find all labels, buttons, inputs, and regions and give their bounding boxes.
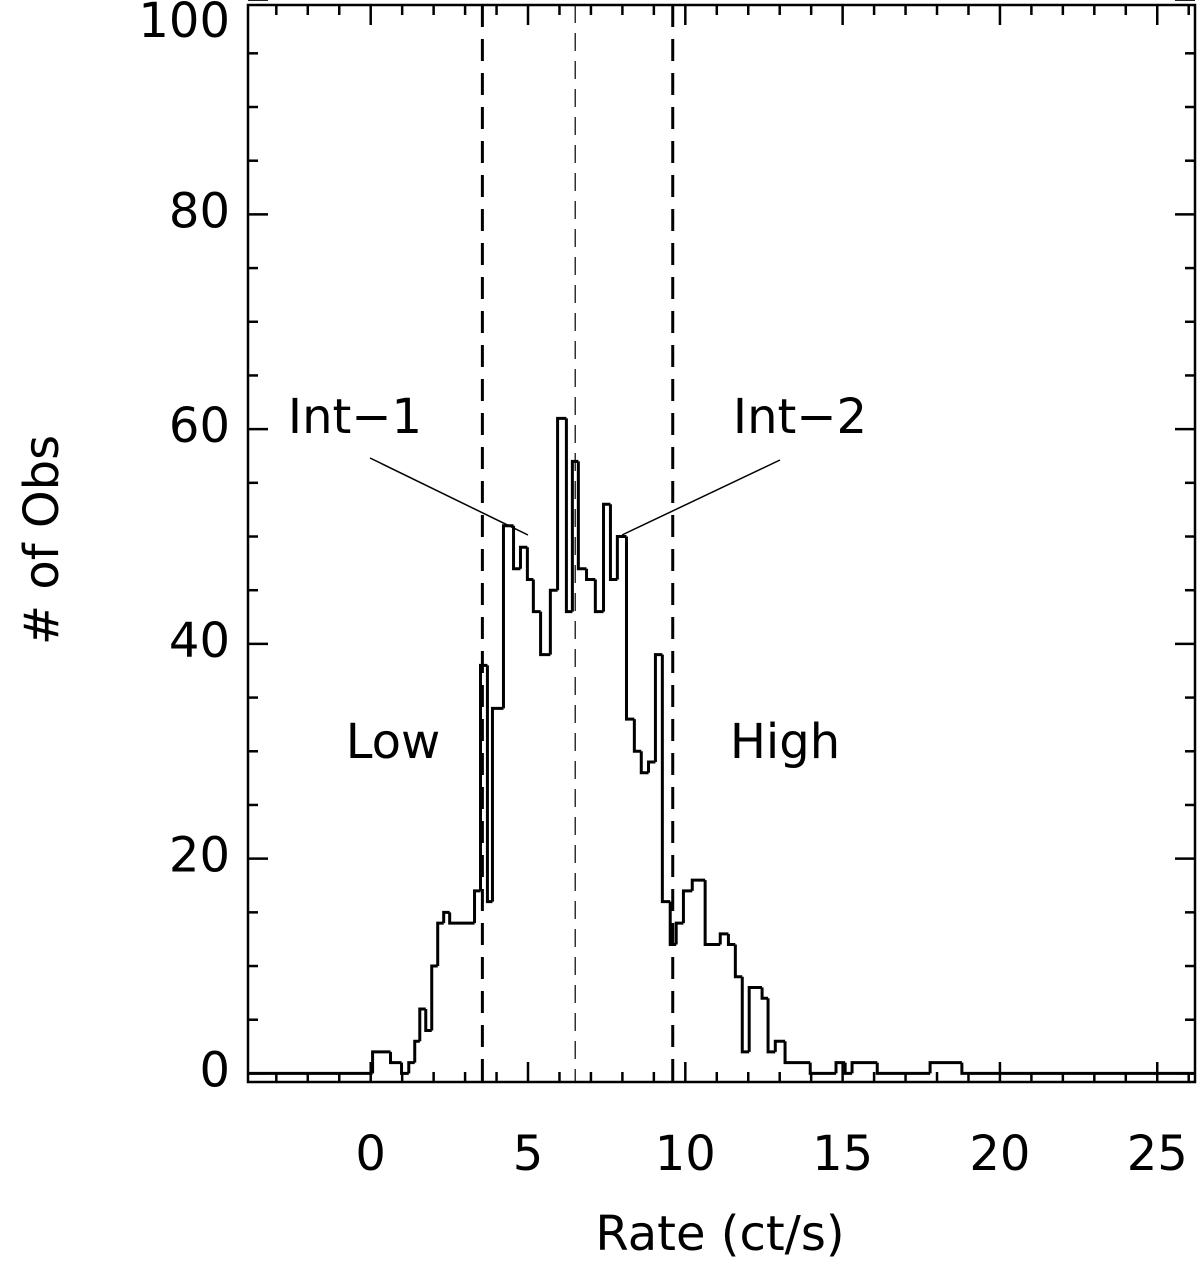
histogram-step — [593, 579, 604, 614]
histogram-step — [539, 611, 551, 657]
x-tick-label: 5 — [513, 1126, 544, 1182]
histogram-step — [647, 760, 656, 773]
histogram-step — [960, 1062, 1195, 1075]
annotation: High — [730, 714, 840, 770]
y-tick-label: 60 — [169, 398, 230, 454]
histogram-step — [674, 921, 684, 945]
histogram-step — [760, 987, 769, 1000]
histogram-step — [783, 1041, 811, 1065]
y-tick-label: 40 — [169, 613, 230, 669]
histogram-step — [808, 1062, 837, 1075]
histogram-step — [703, 880, 721, 947]
histogram-step — [733, 944, 743, 979]
annotation-leader — [369, 457, 529, 536]
histogram-step — [564, 418, 573, 614]
histogram-step — [602, 502, 611, 612]
histogram-step — [473, 889, 481, 924]
histogram-step — [448, 912, 475, 925]
histogram-step — [843, 1062, 853, 1075]
y-tick-label: 0 — [199, 1042, 230, 1098]
x-axis-label: Rate (ct/s) — [595, 1206, 844, 1262]
histogram-step — [624, 536, 635, 721]
annotation: Int−2 — [733, 389, 867, 445]
histogram-step — [653, 653, 663, 763]
histogram-step — [485, 665, 493, 904]
histogram-step — [660, 654, 671, 904]
y-tick-label: 80 — [169, 183, 230, 239]
histogram-step — [490, 706, 504, 902]
histogram-step — [834, 1061, 846, 1074]
histogram-step — [615, 535, 627, 580]
histogram-step — [436, 921, 444, 967]
histogram-step — [442, 910, 450, 924]
histogram-step — [718, 932, 729, 945]
histogram-step — [875, 1062, 931, 1075]
histogram-step — [424, 1008, 432, 1032]
histogram-step — [418, 1007, 426, 1042]
histogram-step — [585, 568, 596, 581]
histogram-step — [556, 416, 567, 591]
histogram-step — [766, 998, 776, 1054]
histogram-step — [740, 976, 750, 1054]
histogram-step — [371, 1050, 391, 1074]
histogram-step — [576, 461, 587, 571]
annotation: Low — [346, 714, 441, 770]
x-tick-label: 0 — [355, 1126, 386, 1182]
histogram-step — [400, 1062, 409, 1075]
histogram-step — [726, 933, 736, 947]
x-tick-label: 20 — [969, 1126, 1030, 1182]
histogram-step — [548, 588, 558, 655]
y-tick-label: 100 — [138, 0, 230, 49]
histogram-step — [608, 504, 618, 581]
histogram-step — [747, 986, 763, 1052]
plot-frame — [246, 3, 1197, 1084]
histogram-step — [690, 878, 706, 891]
histogram-step — [525, 547, 534, 581]
histogram-step — [531, 579, 541, 614]
x-tick-label: 25 — [1127, 1126, 1188, 1182]
x-tick-label: 15 — [812, 1126, 873, 1182]
histogram-step — [413, 1039, 420, 1063]
histogram-step — [681, 889, 693, 924]
histogram-step — [632, 719, 642, 753]
histogram-step — [389, 1051, 402, 1065]
histogram-step — [928, 1061, 962, 1074]
histogram-step — [430, 964, 438, 1031]
histogram-step — [407, 1061, 415, 1074]
annotation: Int−1 — [288, 389, 422, 445]
y-axis-label: # of Obs — [14, 435, 70, 645]
histogram-step — [773, 1039, 786, 1052]
histogram-step — [518, 545, 528, 569]
histogram-step — [501, 524, 514, 709]
histogram-step — [850, 1061, 878, 1074]
histogram-step — [668, 901, 677, 947]
histogram-step — [479, 663, 488, 891]
x-tick-label: 10 — [655, 1126, 716, 1182]
histogram-step — [639, 751, 649, 775]
annotation-leader — [621, 459, 781, 536]
histogram-step — [570, 459, 579, 612]
y-tick-label: 20 — [169, 828, 230, 884]
histogram-step — [512, 525, 521, 571]
